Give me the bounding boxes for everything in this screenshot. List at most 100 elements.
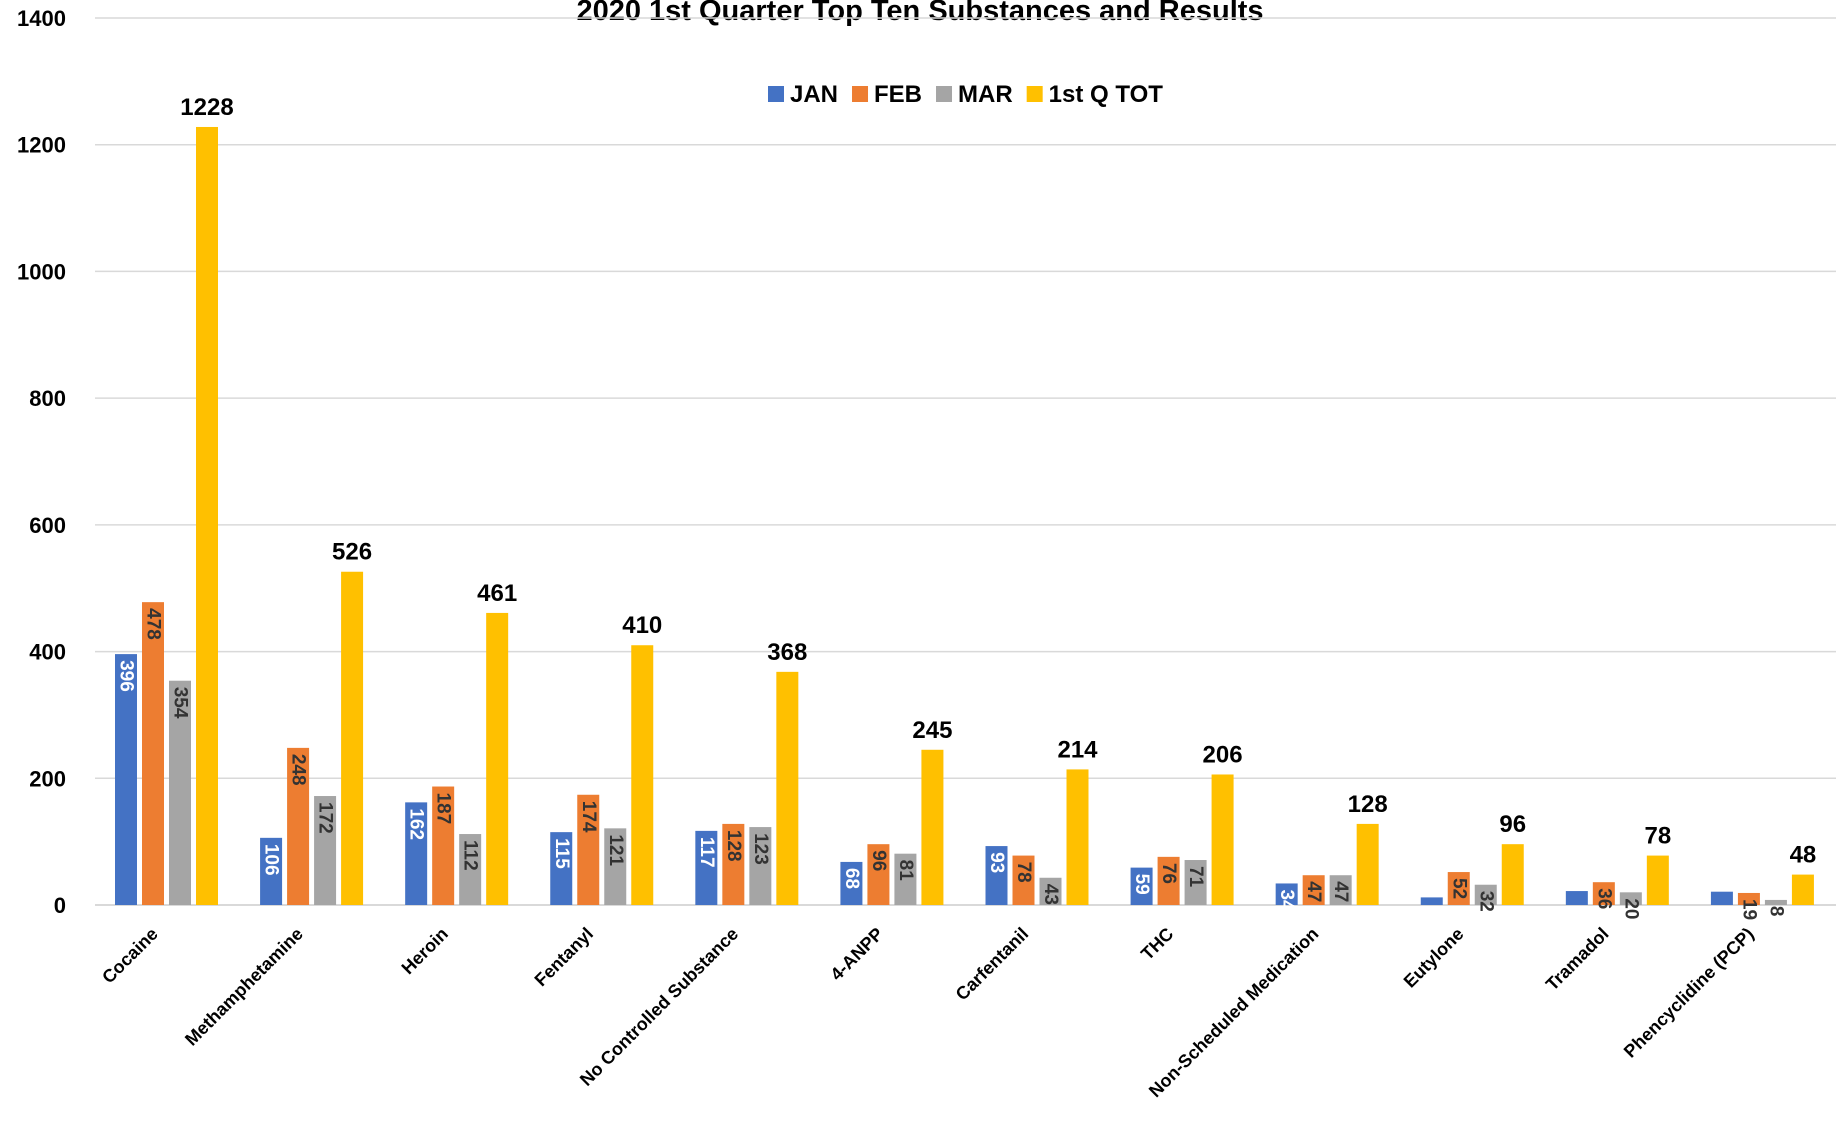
x-tick-label: 4-ANPP [826,924,887,985]
bar-jan [985,846,1008,905]
gridlines [95,17,1836,780]
bar-data-label: 354 [170,687,191,719]
bar-data-label: 187 [433,793,454,825]
y-tick-label: 1200 [17,133,66,158]
bar-mar [1184,860,1207,905]
bar-feb [1592,882,1615,905]
bar-data-label: 162 [406,808,427,840]
bar-data-label: 78 [1013,862,1034,883]
x-tick-label: Phencyclidine (PCP) [1620,924,1758,1062]
x-tick-label: Cocaine [98,924,162,988]
bar-data-label: 81 [895,860,916,882]
bar-jan [1275,883,1298,905]
bar-mar [459,834,482,905]
bar-mar [604,828,627,905]
legend-swatch [768,86,784,102]
x-tick-label: Carfentanil [952,924,1033,1005]
bar-1st-q-tot [1646,855,1669,905]
total-data-label: 461 [477,580,517,607]
bar-jan [260,837,283,905]
bar-data-label: 71 [1185,866,1206,888]
bar-data-label: 112 [460,840,481,871]
bar-1st-q-tot [1211,774,1234,905]
bar-mar [894,853,917,905]
bar-data-label: 8 [1765,906,1786,917]
bar-mar [1619,892,1642,905]
legend-swatch [852,86,869,102]
legend-swatch [1026,86,1043,102]
bar-jan [1130,867,1153,905]
legend-label: JAN [790,81,838,108]
bar-data-label: 93 [986,852,1007,873]
bar-data-label: 47 [1330,881,1351,902]
bar-data-label: 248 [288,754,309,786]
total-data-label: 206 [1203,741,1243,768]
bar-data-label: 396 [116,660,137,692]
bar-data-label: 47 [1303,881,1324,902]
bar-1st-q-tot [1791,874,1814,905]
total-data-label: 410 [622,612,662,639]
bar-1st-q-tot [1356,823,1379,905]
total-data-label: 526 [332,539,372,566]
bar-data-label: 123 [750,833,771,865]
bar-1st-q-tot [631,645,654,905]
bar-jan [1710,891,1733,905]
chart-title: 2020 1st Quarter Top Ten Substances and … [576,0,1263,27]
legend-label: MAR [958,81,1013,108]
y-tick-label: 200 [29,766,66,791]
bar-feb [1302,875,1325,905]
bar-data-label: 172 [315,802,336,834]
bar-data-label: 128 [723,830,744,862]
bar-data-label: 68 [841,868,862,889]
legend-label: FEB [874,81,922,108]
total-data-label: 78 [1644,823,1671,850]
bar-data-label: 20 [1620,898,1641,919]
total-data-label: 96 [1499,811,1526,838]
bar-1st-q-tot [921,749,944,905]
bar-feb [287,747,310,905]
x-tick-label: Non-Scheduled Medication [1145,924,1322,1101]
bar-data-label: 106 [261,844,282,876]
bar-jan [550,832,573,905]
legend-label: 1st Q TOT [1049,81,1164,108]
bar-feb [1737,892,1760,905]
y-tick-label: 800 [29,386,66,411]
bar-data-label: 121 [605,834,626,866]
bar-data-label: 43 [1040,884,1061,905]
bar-data-label: 76 [1158,863,1179,884]
bar-feb [722,823,745,905]
bar-feb [1447,872,1470,905]
bar-1st-q-tot [341,571,364,905]
bar-feb [432,786,455,905]
bar-data-label: 174 [578,801,599,833]
bar-1st-q-tot [1501,844,1524,905]
bar-data-label: 19 [1738,899,1759,920]
bar-feb [1012,855,1035,905]
bar-1st-q-tot [776,671,799,905]
bar-mar [314,796,337,905]
bar-mar [1474,884,1497,905]
bar-data-label: 115 [551,838,572,869]
bar-mar [1764,899,1787,905]
bar-jan [840,861,863,905]
bar-data-label: 96 [868,850,889,871]
bar-feb [867,844,890,905]
total-data-label: 368 [767,639,807,666]
bar-data-label: 478 [143,608,164,640]
total-data-label: 1228 [180,94,233,121]
total-data-label: 48 [1790,842,1817,869]
bar-jan [1420,897,1443,905]
bar-mar [169,680,191,905]
bar-data-label: 34 [1276,889,1297,911]
y-tick-label: 400 [29,640,66,665]
y-tick-label: 600 [29,513,66,538]
bar-data-label: 52 [1448,878,1469,899]
bar-jan [695,830,718,905]
bar-mar [1039,877,1062,905]
bar-feb [577,794,600,905]
bars [115,126,1814,905]
x-tick-label: Tramadol [1542,924,1613,995]
